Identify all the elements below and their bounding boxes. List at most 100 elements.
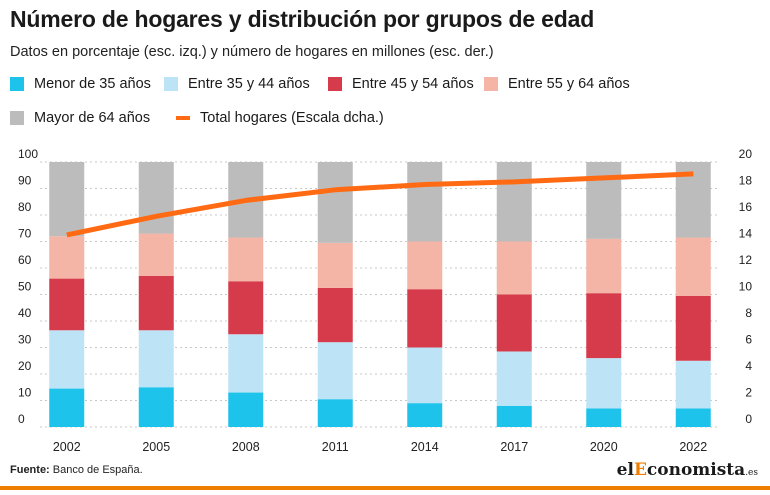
left-tick-label: 10 <box>18 386 32 400</box>
bar-segment <box>228 334 264 393</box>
legend-swatch <box>10 77 24 91</box>
left-tick-label: 50 <box>18 280 32 294</box>
bar-segment <box>228 392 264 427</box>
bar-segment <box>675 408 711 427</box>
bar-segment <box>317 342 353 400</box>
brand-accent: E <box>633 460 647 480</box>
left-tick-label: 40 <box>18 306 32 320</box>
legend-line-swatch <box>176 116 190 120</box>
left-tick-label: 60 <box>18 253 32 267</box>
x-tick-label: 2005 <box>142 440 170 454</box>
bar-segment <box>496 241 532 295</box>
total-hogares-path <box>66 171 694 238</box>
bar-segment <box>586 162 622 239</box>
legend-label: Total hogares (Escala dcha.) <box>200 110 384 126</box>
right-tick-label: 6 <box>745 333 752 347</box>
bar-segment <box>138 275 174 331</box>
left-tick-label: 0 <box>18 412 25 426</box>
bar-segment <box>317 242 353 288</box>
x-tick-label: 2020 <box>590 440 618 454</box>
legend-item-total-hogares: Total hogares (Escala dcha.) <box>176 110 384 126</box>
bar-segment <box>675 237 711 296</box>
left-tick-label: 90 <box>18 174 32 188</box>
left-tick-label: 80 <box>18 200 32 214</box>
bar-segment <box>496 162 532 242</box>
bar-segment <box>49 278 85 331</box>
legend-item-menor-35: Menor de 35 años <box>10 76 151 92</box>
right-tick-label: 12 <box>739 253 753 267</box>
right-tick-label: 14 <box>739 227 753 241</box>
legend-item-45-54: Entre 45 y 54 años <box>328 76 474 92</box>
left-tick-label: 20 <box>18 359 32 373</box>
bar-segment <box>407 347 443 404</box>
bar-segment <box>138 330 174 388</box>
left-tick-label: 70 <box>18 227 32 241</box>
bar-segment <box>228 281 264 335</box>
legend-item-35-44: Entre 35 y 44 años <box>164 76 310 92</box>
bar-segment <box>407 241 443 290</box>
right-tick-label: 2 <box>745 386 752 400</box>
legend-label: Mayor de 64 años <box>34 110 151 126</box>
bar-segment <box>49 162 85 237</box>
legend-swatch <box>484 77 498 91</box>
left-tick-label: 100 <box>18 147 38 161</box>
legend-item-mayor-64: Mayor de 64 años <box>10 110 150 126</box>
source-note: Fuente: Banco de España. <box>10 464 143 476</box>
bar-segment <box>317 287 353 343</box>
bar-segment <box>407 162 443 242</box>
total-hogares-line <box>66 171 694 238</box>
brand-main: conomista <box>646 460 746 480</box>
x-tick-label: 2014 <box>411 440 439 454</box>
brand-logo: elEconomista.es <box>617 460 758 480</box>
bar-segment <box>138 162 174 234</box>
bar-segment <box>586 408 622 427</box>
brand-suffix: .es <box>745 468 758 478</box>
bar-segment <box>228 237 264 282</box>
legend-label: Entre 35 y 44 años <box>188 76 310 92</box>
legend-swatch <box>164 77 178 91</box>
bar-segment <box>317 162 353 243</box>
source-label: Fuente: <box>10 464 50 476</box>
left-tick-label: 30 <box>18 333 32 347</box>
bar-segment <box>407 289 443 348</box>
bar-segment <box>586 293 622 359</box>
x-tick-label: 2017 <box>500 440 528 454</box>
right-tick-label: 20 <box>739 147 753 161</box>
legend-item-55-64: Entre 55 y 64 años <box>484 76 630 92</box>
right-axis-ticks: 0 2 4 6 8 10 12 14 16 18 20 <box>739 147 753 426</box>
bottom-rule <box>0 486 770 490</box>
chart-subtitle: Datos en porcentaje (esc. izq.) y número… <box>10 44 494 60</box>
legend-label: Entre 45 y 54 años <box>352 76 474 92</box>
legend-swatch <box>10 111 24 125</box>
right-tick-label: 0 <box>745 412 752 426</box>
bar-segment <box>49 330 85 389</box>
bar-segment <box>138 387 174 427</box>
bar-segment <box>675 295 711 361</box>
x-axis-ticks: 2002 2005 2008 2011 2014 2017 2020 2022 <box>53 440 707 454</box>
right-tick-label: 10 <box>739 280 753 294</box>
stacked-bar-chart: 0 10 20 30 40 50 60 70 80 90 100 0 2 4 6 8 10 12 14 16 18 20… <box>18 147 753 454</box>
bar-segment <box>586 358 622 409</box>
bar-segment <box>586 238 622 294</box>
x-tick-label: 2022 <box>679 440 707 454</box>
bar-segment <box>49 236 85 279</box>
x-tick-label: 2002 <box>53 440 81 454</box>
bar-segment <box>675 360 711 409</box>
x-tick-label: 2008 <box>232 440 260 454</box>
right-tick-label: 18 <box>739 174 753 188</box>
bar-segment <box>138 233 174 276</box>
legend-label: Entre 55 y 64 años <box>508 76 630 92</box>
right-tick-label: 16 <box>739 200 753 214</box>
legend-label: Menor de 35 años <box>34 76 151 92</box>
source-text: Banco de España. <box>52 464 143 476</box>
bar-segment <box>496 294 532 352</box>
chart-title: Número de hogares y distribución por gru… <box>10 6 595 32</box>
bar-segment <box>407 403 443 427</box>
bar-segment <box>49 388 85 427</box>
legend-swatch <box>328 77 342 91</box>
bar-segment <box>317 399 353 427</box>
x-tick-label: 2011 <box>322 440 349 454</box>
brand-prefix: el <box>616 460 634 480</box>
right-tick-label: 8 <box>745 306 752 320</box>
bar-segment <box>496 405 532 427</box>
